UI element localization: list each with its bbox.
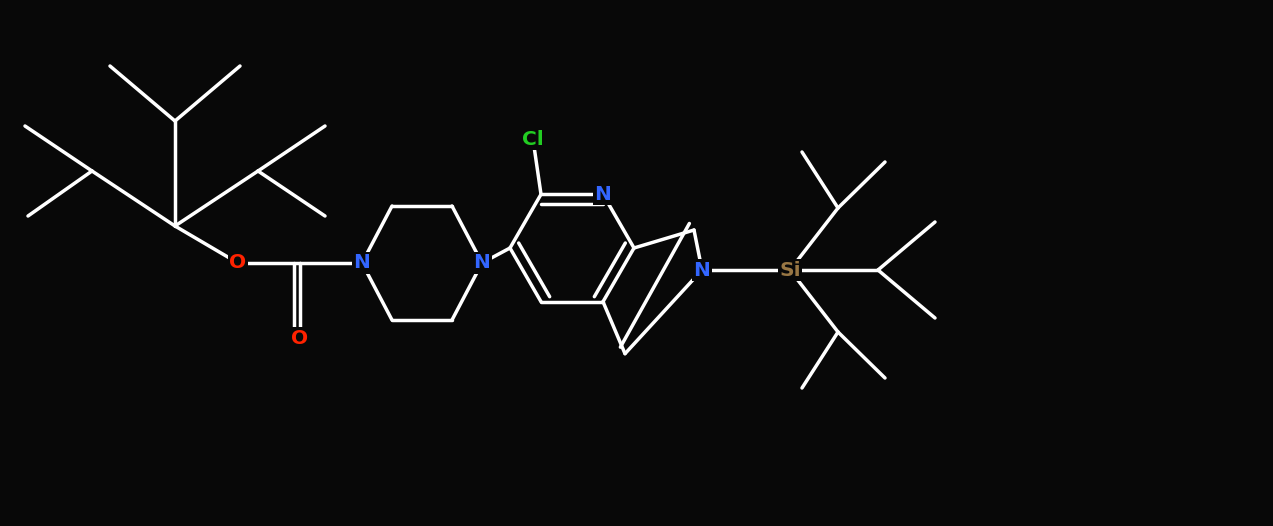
Text: N: N (594, 185, 611, 204)
Text: Cl: Cl (522, 130, 544, 149)
Text: N: N (694, 260, 710, 279)
Text: N: N (474, 254, 490, 272)
Text: N: N (354, 254, 370, 272)
Text: O: O (229, 254, 247, 272)
Text: Si: Si (779, 260, 801, 279)
Text: O: O (292, 329, 308, 348)
